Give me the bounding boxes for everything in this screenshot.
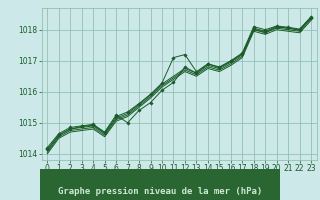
Text: Graphe pression niveau de la mer (hPa): Graphe pression niveau de la mer (hPa) <box>58 187 262 196</box>
